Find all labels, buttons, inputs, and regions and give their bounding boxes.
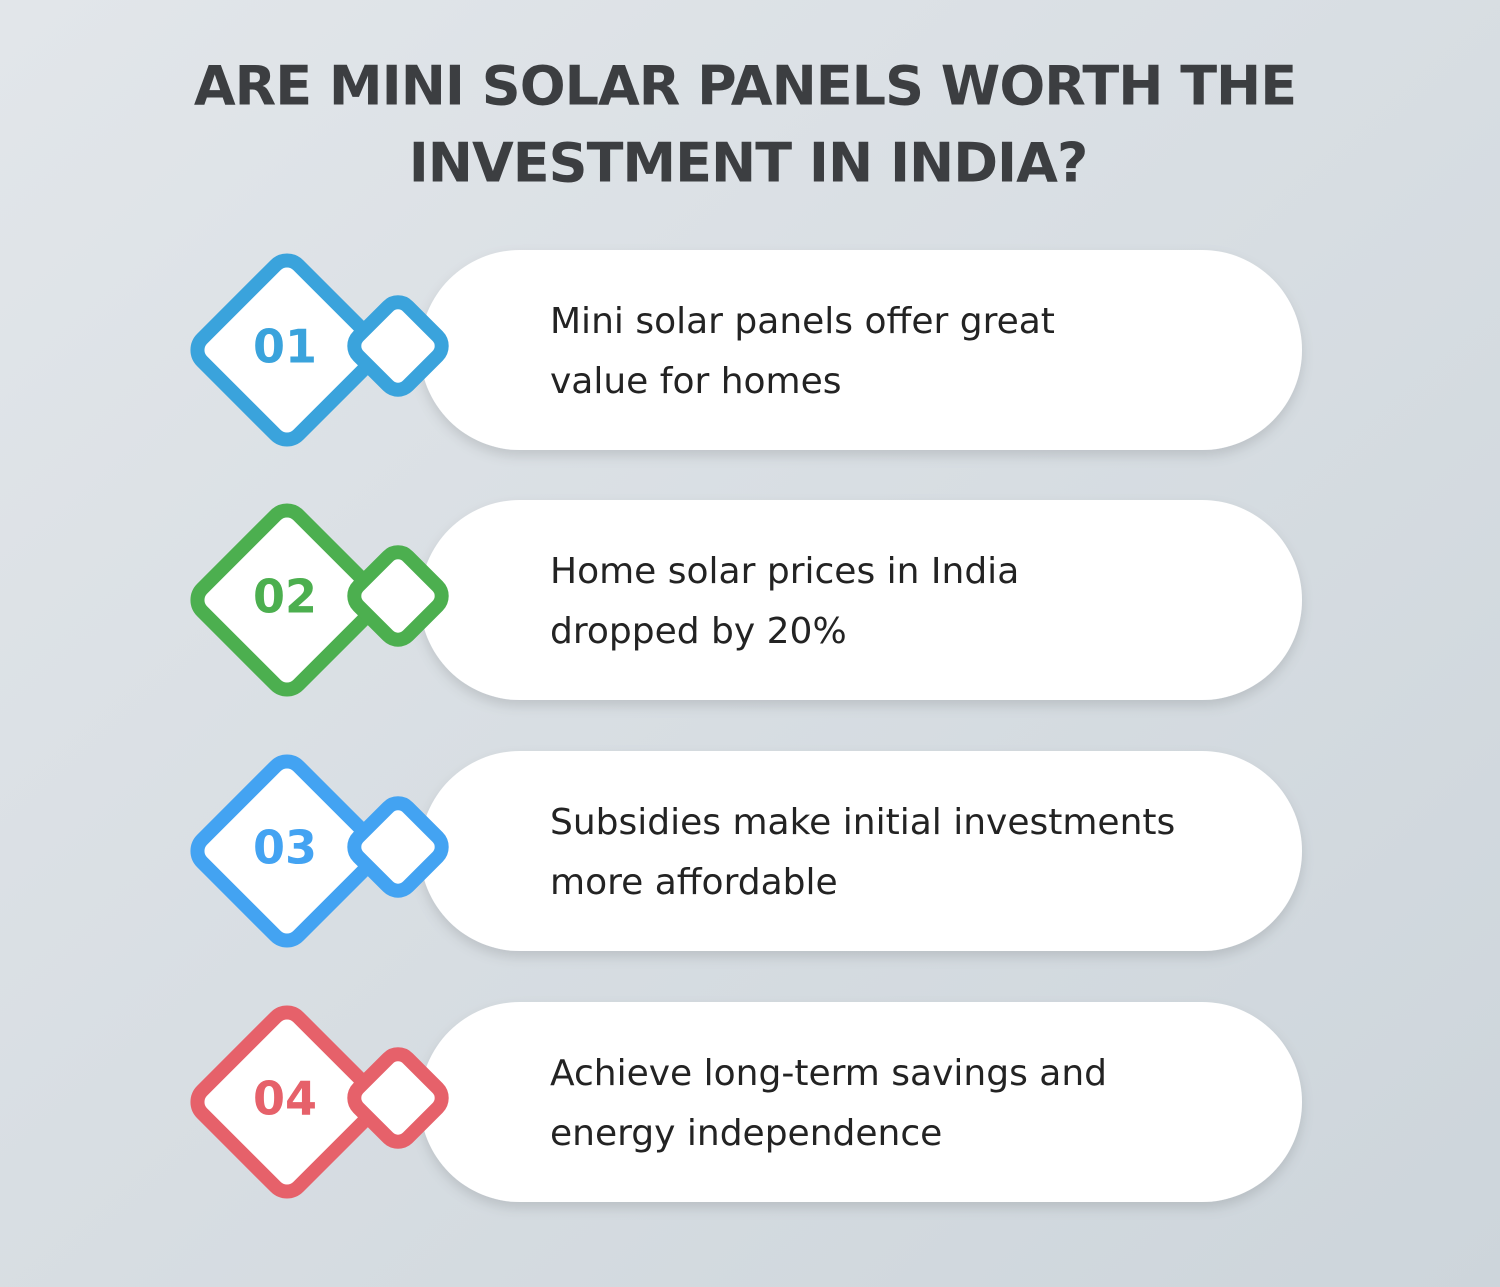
item-text: Achieve long-term savings and bbox=[550, 1053, 1107, 1094]
item-number: 04 bbox=[253, 1072, 317, 1126]
item-text: dropped by 20% bbox=[550, 611, 847, 652]
item-number: 02 bbox=[253, 570, 317, 624]
item-number: 01 bbox=[253, 320, 317, 374]
item-text: value for homes bbox=[550, 361, 842, 402]
item-text: Mini solar panels offer great bbox=[550, 301, 1055, 342]
title-line: INVESTMENT IN INDIA? bbox=[409, 132, 1088, 195]
badge-small-diamond bbox=[347, 295, 449, 397]
item-text: Subsidies make initial investments bbox=[550, 802, 1175, 843]
item-text: energy independence bbox=[550, 1113, 942, 1154]
badge-diamond bbox=[190, 754, 384, 948]
badge-diamond bbox=[190, 503, 384, 697]
badge-small-diamond bbox=[347, 1047, 449, 1149]
item-number: 03 bbox=[253, 821, 317, 875]
badge-diamond bbox=[190, 253, 384, 447]
item-card bbox=[420, 1002, 1302, 1202]
badge-diamond bbox=[190, 1005, 384, 1199]
title-line: ARE MINI SOLAR PANELS WORTH THE bbox=[194, 55, 1296, 118]
item-text: Home solar prices in India bbox=[550, 551, 1019, 592]
item-card bbox=[420, 751, 1302, 951]
item-card bbox=[420, 500, 1302, 700]
item-text: more affordable bbox=[550, 862, 838, 903]
badge-small-diamond bbox=[347, 796, 449, 898]
badge-small-diamond bbox=[347, 545, 449, 647]
item-card bbox=[420, 250, 1302, 450]
